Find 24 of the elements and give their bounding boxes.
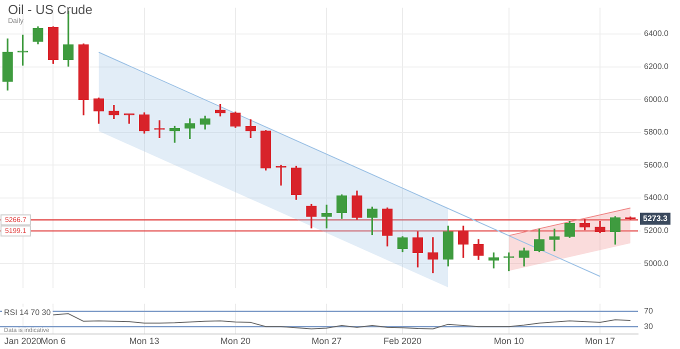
y-tick-label: 6400.0 — [644, 29, 670, 38]
x-tick-label: Mon 10 — [494, 336, 524, 346]
x-tick-label: Jan 2020 — [4, 336, 42, 346]
text: RSI 14 70 30 — [4, 308, 52, 317]
x-tick-label: Mon 6 — [40, 336, 66, 346]
x-tick-label: Feb 2020 — [384, 336, 422, 346]
chart-title: Oil - US Crude — [8, 2, 93, 17]
y-tick-label: 5400.0 — [644, 193, 670, 202]
y-tick-label: 6200.0 — [644, 62, 670, 72]
y-tick-label: 30 — [644, 322, 654, 331]
y-tick-label: 5000.0 — [644, 258, 670, 268]
candlestick — [154, 120, 165, 138]
x-tick-label: Mon 20 — [220, 336, 250, 346]
candlestick — [549, 228, 560, 252]
annotation: 5273.3 — [643, 214, 668, 223]
x-tick-label: Mon 13 — [129, 336, 160, 346]
candlestick — [428, 237, 438, 274]
y-tick-label: 5200.0 — [644, 226, 670, 236]
y-tick-label: 5600.0 — [644, 160, 670, 170]
y-tick-label: 6000.0 — [644, 94, 670, 104]
y-tick-label: 5800.0 — [644, 128, 670, 137]
x-tick-label: Mon 27 — [312, 336, 342, 346]
x-tick-label: Mon 17 — [585, 336, 616, 346]
y-tick-label: 70 — [644, 306, 654, 316]
